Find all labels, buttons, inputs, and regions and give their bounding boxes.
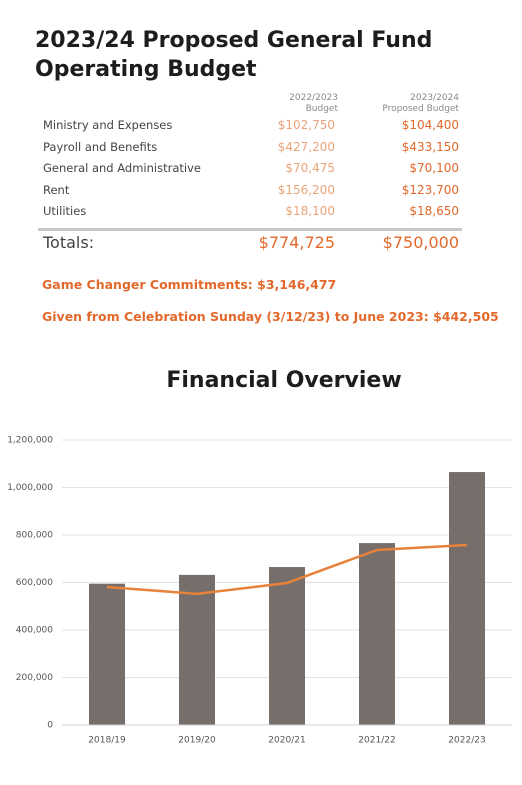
y-tick-label: 800,000 <box>16 531 53 541</box>
bar <box>179 574 215 725</box>
note-label: Game Changer Commitments: <box>42 277 253 292</box>
row-label: General and Administrative <box>43 161 201 175</box>
row-label: Utilities <box>43 204 87 218</box>
row-label: Rent <box>43 182 70 197</box>
cell: $18,100 <box>285 204 335 218</box>
x-tick-label: 2021/22 <box>358 736 395 746</box>
x-tick-label: 2020/21 <box>268 736 305 746</box>
cell: $427,200 <box>277 139 335 154</box>
bar <box>449 472 485 725</box>
y-tick-label: 1,000,000 <box>7 483 53 493</box>
totals-cell: $750,000 <box>382 233 459 252</box>
cell: $433,150 <box>401 139 459 154</box>
y-tick-label: 400,000 <box>16 626 53 636</box>
cell: $123,700 <box>401 182 459 197</box>
note: Game Changer Commitments: $3,146,477 <box>42 277 336 292</box>
note-value: $3,146,477 <box>257 277 337 292</box>
cell: $104,400 <box>401 118 459 132</box>
note-label: Given from Celebration Sunday (3/12/23) … <box>42 309 429 324</box>
y-tick-label: 1,200,000 <box>7 436 53 446</box>
chart-title: Financial Overview <box>166 368 401 393</box>
column-label: Proposed Budget <box>382 104 459 114</box>
cell: $102,750 <box>277 118 335 132</box>
y-tick-label: 0 <box>47 721 53 731</box>
cell: $70,475 <box>285 161 335 175</box>
title: Operating Budget <box>35 57 257 82</box>
cell: $70,100 <box>409 161 459 175</box>
row-label: Ministry and Expenses <box>43 118 173 132</box>
divider <box>38 228 462 231</box>
bar <box>89 583 125 725</box>
x-tick-label: 2018/19 <box>88 736 126 746</box>
column-year: 2022/2023 <box>289 93 338 103</box>
x-tick-label: 2019/20 <box>178 736 216 746</box>
x-tick-label: 2022/23 <box>448 736 485 746</box>
totals-cell: $774,725 <box>258 233 335 252</box>
line <box>106 543 468 596</box>
bar <box>359 543 395 725</box>
y-tick-label: 200,000 <box>16 673 53 683</box>
column-label: Budget <box>305 104 338 114</box>
cell: $18,650 <box>409 204 459 218</box>
cell: $156,200 <box>277 182 335 197</box>
note-value: $442,505 <box>433 309 499 324</box>
column-year: 2023/2024 <box>410 93 459 103</box>
y-tick-label: 600,000 <box>16 578 53 588</box>
bar <box>269 567 305 725</box>
note: Given from Celebration Sunday (3/12/23) … <box>42 309 499 324</box>
title: 2023/24 Proposed General Fund <box>35 28 433 53</box>
row-label: Payroll and Benefits <box>43 139 158 154</box>
totals-label: Totals: <box>43 233 95 252</box>
